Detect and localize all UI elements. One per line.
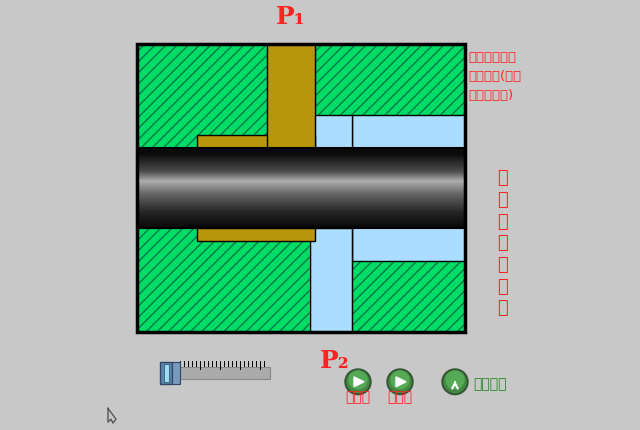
Bar [137, 44, 267, 148]
Text: 阀: 阀 [498, 299, 508, 317]
Text: 返回上页: 返回上页 [473, 377, 506, 391]
Polygon shape [354, 377, 364, 387]
Circle shape [442, 369, 468, 395]
Bar [197, 228, 315, 241]
Polygon shape [396, 377, 406, 387]
Text: 工位二: 工位二 [387, 391, 413, 405]
Bar [310, 228, 352, 332]
Text: P₂: P₂ [320, 349, 350, 373]
Circle shape [349, 371, 367, 389]
Circle shape [444, 371, 466, 393]
Circle shape [387, 369, 413, 395]
Bar [180, 367, 270, 379]
Text: 向: 向 [498, 277, 508, 295]
Bar [137, 44, 465, 332]
Bar [310, 115, 352, 148]
Text: P₁: P₁ [276, 5, 306, 29]
Bar [160, 362, 172, 384]
Circle shape [391, 371, 409, 389]
Bar [137, 228, 310, 332]
Text: 二: 二 [498, 169, 508, 187]
Circle shape [389, 371, 411, 393]
Circle shape [347, 371, 369, 393]
Bar [197, 135, 315, 148]
Bar [137, 228, 310, 332]
Bar [137, 44, 465, 332]
Circle shape [345, 369, 371, 395]
Text: 二: 二 [498, 212, 508, 230]
Circle shape [446, 371, 464, 389]
Bar [137, 148, 465, 228]
Text: 位: 位 [498, 191, 508, 209]
Text: 通: 通 [498, 234, 508, 252]
Bar [267, 44, 315, 160]
Text: 工位一: 工位一 [346, 391, 371, 405]
Text: 换: 换 [498, 256, 508, 274]
Bar [310, 44, 315, 148]
Bar [137, 44, 465, 332]
Bar [137, 44, 267, 148]
Bar [172, 362, 180, 384]
Text: 控制油路的接
通与切断(相当
于一个开关): 控制油路的接 通与切断(相当 于一个开关) [468, 51, 521, 102]
Bar [164, 364, 169, 382]
Bar [352, 115, 465, 261]
Bar [310, 44, 315, 148]
